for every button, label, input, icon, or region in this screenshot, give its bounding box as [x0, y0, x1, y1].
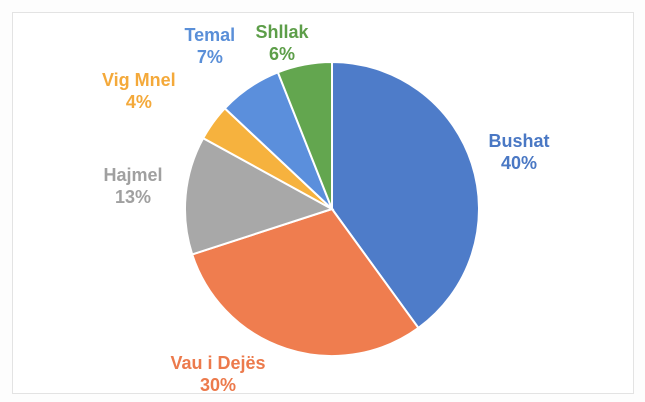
slice-percent: 4% [125, 92, 152, 112]
slice-label-shllak: Shllak 6% [256, 21, 309, 65]
slice-name: Temal [184, 25, 236, 45]
pie-slice-bushat [331, 60, 480, 330]
pie-slice-vau-i-dej-s [190, 207, 420, 357]
slice-percent: 6% [269, 44, 296, 64]
slice-percent: 30% [200, 375, 237, 395]
pie-slice-shllak [276, 60, 333, 210]
slice-name: Shllak [255, 22, 309, 42]
slice-percent: 13% [115, 187, 152, 207]
slice-label-vig-mnel: Vig Mnel 4% [102, 69, 176, 113]
slice-label-hajmel: Hajmel 13% [104, 164, 163, 208]
slice-percent: 7% [196, 47, 223, 67]
slice-label-temal: Temal 7% [185, 24, 236, 68]
slice-name: Vau i Dejës [170, 353, 266, 373]
pie-slice-hajmel [184, 136, 335, 256]
slice-name: Vig Mnel [102, 70, 176, 90]
slice-label-vau-i-dejes: Vau i Dejës 30% [171, 352, 266, 396]
slice-name: Hajmel [103, 165, 163, 185]
slice-name: Bushat [488, 131, 550, 151]
slice-label-bushat: Bushat 40% [489, 130, 550, 174]
slice-percent: 40% [500, 153, 538, 173]
